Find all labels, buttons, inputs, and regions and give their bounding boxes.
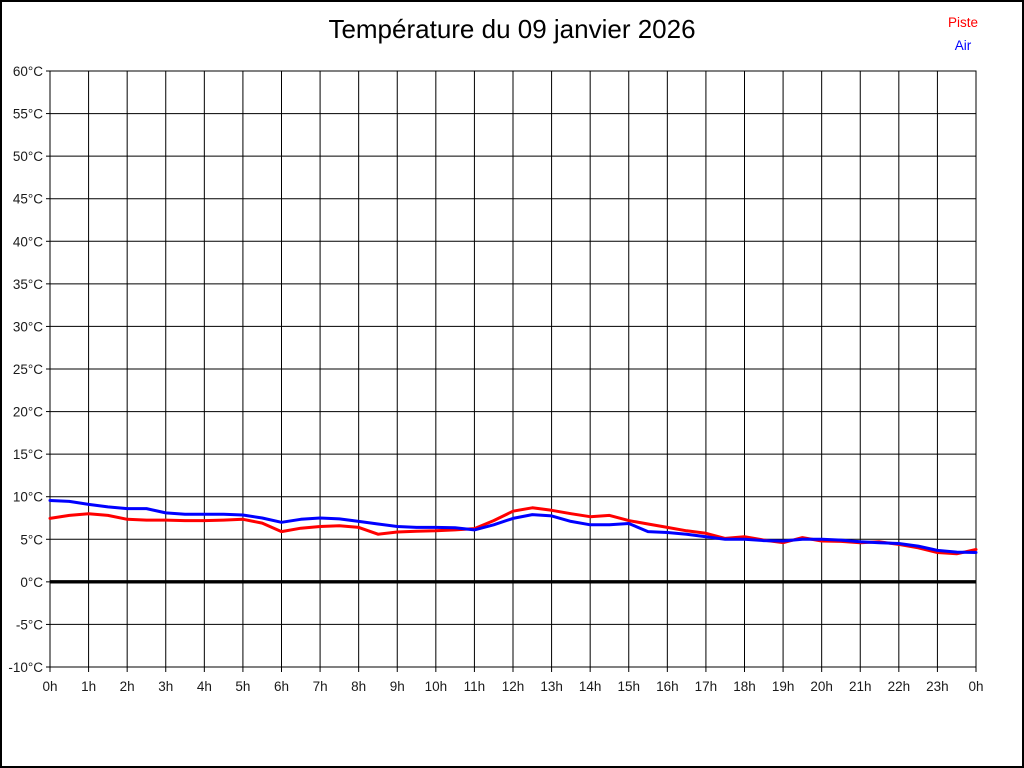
y-tick-label: 50°C (13, 149, 43, 164)
x-tick-label: 12h (502, 679, 525, 694)
x-tick-label: 3h (158, 679, 173, 694)
plot-border (49, 70, 977, 668)
y-tick-label: -10°C (8, 660, 43, 675)
chart-title: Température du 09 janvier 2026 (328, 14, 696, 44)
x-tick-label: 8h (351, 679, 366, 694)
x-tick-label: 2h (120, 679, 135, 694)
x-tick-label: 6h (274, 679, 289, 694)
x-tick-label: 1h (81, 679, 96, 694)
y-tick-label: 40°C (13, 234, 43, 249)
legend-item-air: Air (954, 38, 972, 53)
x-tick-label: 21h (849, 679, 872, 694)
x-tick-label: 15h (617, 679, 640, 694)
y-tick-label: 20°C (13, 405, 43, 420)
x-tick-label: 0h (42, 679, 57, 694)
x-tick-label: 20h (810, 679, 833, 694)
x-tick-label: 19h (772, 679, 795, 694)
y-tick-label: 5°C (20, 532, 43, 547)
x-tick-label: 11h (464, 679, 486, 694)
x-tick-label: 7h (313, 679, 328, 694)
x-tick-label: 14h (579, 679, 602, 694)
y-tick-label: 30°C (13, 319, 43, 334)
x-tick-label: 9h (390, 679, 405, 694)
x-tick-label: 13h (540, 679, 563, 694)
x-tick-label: 0h (968, 679, 983, 694)
y-tick-label: 35°C (13, 277, 43, 292)
y-tick-label: 55°C (13, 107, 43, 122)
x-tick-label: 16h (656, 679, 679, 694)
x-tick-label: 10h (425, 679, 448, 694)
x-tick-label: 5h (235, 679, 250, 694)
y-tick-label: 25°C (13, 362, 43, 377)
x-tick-label: 23h (926, 679, 949, 694)
y-tick-label: 45°C (13, 192, 43, 207)
y-tick-label: 15°C (13, 447, 43, 462)
x-tick-label: 22h (888, 679, 911, 694)
legend-item-piste: Piste (947, 15, 979, 30)
y-tick-label: -5°C (16, 617, 43, 632)
x-tick-label: 18h (733, 679, 756, 694)
series-piste-line (48, 506, 978, 556)
y-tick-label: 10°C (13, 490, 43, 505)
series-air-line (48, 499, 978, 554)
x-tick-label: 4h (197, 679, 212, 694)
y-tick-label: 0°C (20, 575, 43, 590)
x-tick-label: 17h (695, 679, 718, 694)
y-tick-label: 60°C (13, 64, 43, 79)
